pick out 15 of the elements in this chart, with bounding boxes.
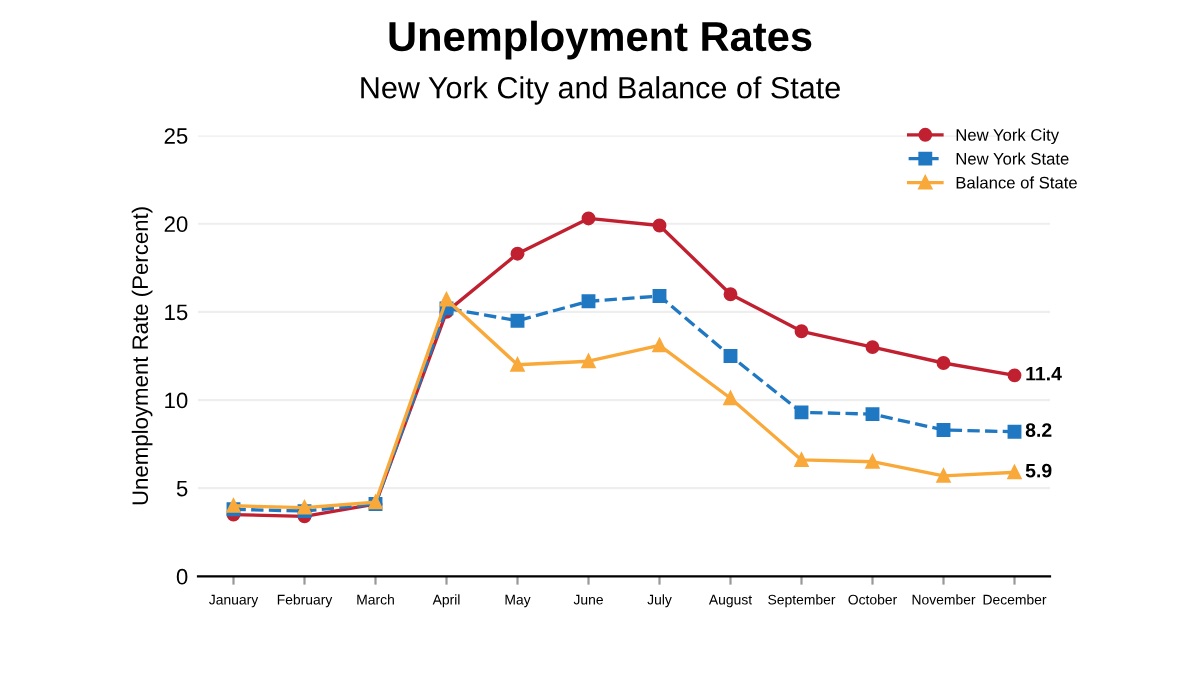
chart-title: Unemployment Rates — [389, 20, 812, 60]
y-tick-label: 10 — [165, 392, 188, 409]
chart-subtitle: New York City and Balance of State — [361, 76, 840, 105]
legend-label: New York City — [956, 128, 1060, 145]
y-axis-title: Unemployment Rate (Percent) — [131, 207, 153, 505]
y-tick-label: 0 — [176, 568, 188, 585]
y-tick-label: 20 — [164, 216, 188, 233]
legend-label: New York State — [956, 152, 1069, 165]
y-tick-label: 5 — [176, 480, 188, 497]
legend-label: Balance of State — [956, 176, 1077, 189]
data-label: 5.9 — [1025, 463, 1052, 478]
data-label: 11.4 — [1026, 366, 1062, 381]
y-tick-label: 25 — [164, 128, 188, 144]
y-tick-label: 15 — [165, 304, 188, 321]
data-label: 8.2 — [1025, 423, 1052, 437]
